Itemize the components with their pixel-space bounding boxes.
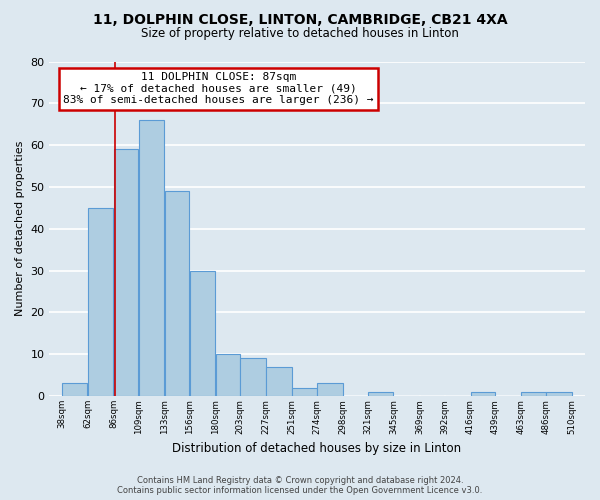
Bar [241,358,266,396]
Bar [317,384,343,396]
Bar [547,392,572,396]
Bar [62,384,88,396]
Bar [521,392,546,396]
Text: Contains HM Land Registry data © Crown copyright and database right 2024.
Contai: Contains HM Land Registry data © Crown c… [118,476,482,495]
Bar [88,208,113,396]
Bar [292,388,317,396]
Text: 11, DOLPHIN CLOSE, LINTON, CAMBRIDGE, CB21 4XA: 11, DOLPHIN CLOSE, LINTON, CAMBRIDGE, CB… [92,12,508,26]
Bar [368,392,394,396]
Y-axis label: Number of detached properties: Number of detached properties [15,141,25,316]
Bar [190,270,215,396]
Bar [215,354,240,396]
Bar [114,150,138,396]
Bar [139,120,164,396]
Text: 11 DOLPHIN CLOSE: 87sqm
← 17% of detached houses are smaller (49)
83% of semi-de: 11 DOLPHIN CLOSE: 87sqm ← 17% of detache… [64,72,374,105]
Bar [165,191,189,396]
Bar [470,392,495,396]
X-axis label: Distribution of detached houses by size in Linton: Distribution of detached houses by size … [172,442,461,455]
Bar [266,366,292,396]
Text: Size of property relative to detached houses in Linton: Size of property relative to detached ho… [141,28,459,40]
